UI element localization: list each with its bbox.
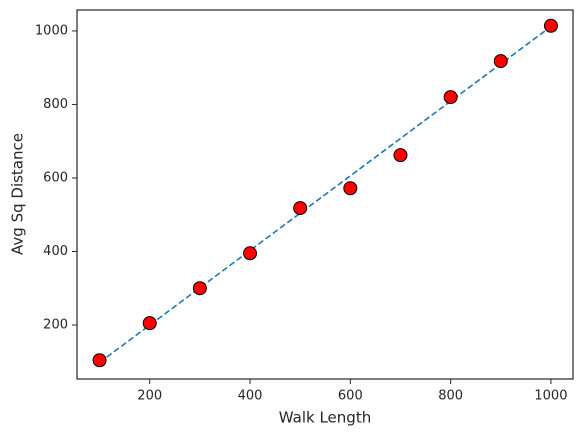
x-tick-label: 600 [338,389,363,404]
fit-line [99,25,552,364]
x-axis-label: Walk Length [279,409,371,427]
point [243,246,258,261]
x-tick-label: 400 [238,389,263,404]
point [493,54,508,69]
point [192,281,207,296]
point [142,316,157,331]
plot-frame [76,9,574,380]
point [393,148,408,163]
x-tick-label: 1000 [534,389,567,404]
y-tick-label: 1000 [35,23,68,38]
point [443,90,458,105]
y-tick-label: 400 [43,244,68,259]
point [343,181,358,196]
point [293,201,308,216]
y-tick-label: 800 [43,97,68,112]
x-tick-label: 800 [438,389,463,404]
point [543,18,558,33]
y-axis-label: Avg Sq Distance [9,133,27,255]
y-tick-label: 600 [43,170,68,185]
point [92,353,107,368]
x-tick-label: 200 [137,389,162,404]
y-tick-label: 200 [43,317,68,332]
